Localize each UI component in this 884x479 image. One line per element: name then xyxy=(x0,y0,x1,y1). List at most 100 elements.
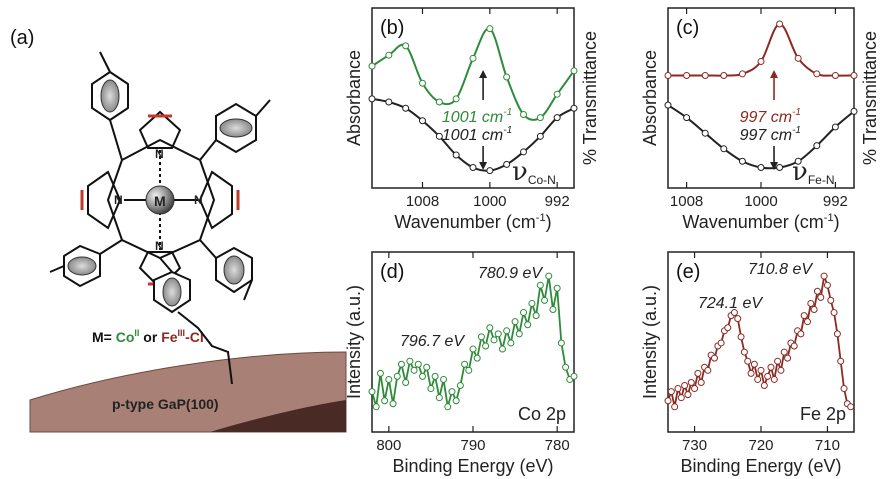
xps-spectrum-point xyxy=(760,382,768,390)
xps-spectrum-point xyxy=(456,382,464,390)
series-0-peak-sup: -1 xyxy=(503,107,512,118)
xps-spectrum-point xyxy=(804,318,811,326)
xps-spectrum-point xyxy=(440,375,448,383)
x-tick-label: 1008 xyxy=(670,193,703,210)
xps-spectrum-point xyxy=(817,293,825,301)
series-1-point xyxy=(720,145,728,153)
xps-spectrum-point xyxy=(557,339,565,347)
series-0-point xyxy=(536,114,544,122)
xps-spectrum-point xyxy=(503,327,511,335)
xps-spectrum-point xyxy=(528,299,536,307)
series-1-point xyxy=(536,132,544,140)
series-0-point xyxy=(850,71,858,79)
series-0-point xyxy=(402,42,410,50)
xps-spectrum-point xyxy=(810,306,818,314)
xps-spectrum-point xyxy=(427,385,435,393)
metal-legend: M= CoII or FeIII-Cl xyxy=(92,328,204,345)
xps-spectrum-point xyxy=(674,385,682,393)
xps-spectrum-point xyxy=(684,391,692,399)
xps-spectrum-point xyxy=(687,378,695,386)
series-1-point xyxy=(452,151,460,159)
xps-spectrum-point xyxy=(704,366,712,374)
series-1-peak-label: 1001 cm-1 xyxy=(442,125,512,144)
series-1-point xyxy=(520,148,527,156)
xps-spectrum-point xyxy=(724,324,732,332)
xps-spectrum-point xyxy=(562,363,570,371)
series-0-point xyxy=(385,51,393,59)
series-1-point xyxy=(664,101,672,109)
gap-substrate: p-type GaP(100) xyxy=(29,351,347,433)
series-1-point xyxy=(419,117,426,125)
xps-spectrum-point xyxy=(494,330,502,338)
down-arrow-head xyxy=(479,162,488,170)
xps-spectrum-point xyxy=(532,312,540,320)
xps-spectrum-point xyxy=(477,333,485,341)
xps-spectrum-point xyxy=(671,403,679,411)
x-tick-label: 992 xyxy=(545,193,570,210)
co-label: Co xyxy=(116,329,135,345)
series-0-point xyxy=(720,71,728,79)
alkyl-linker xyxy=(177,311,233,385)
y-axis-label-left: Absorbance xyxy=(344,50,364,146)
xps-spectrum-point xyxy=(419,372,426,380)
series-1-point xyxy=(850,107,858,115)
x-axis-label-sup: -1 xyxy=(824,212,834,224)
series-0-point xyxy=(831,71,839,79)
series-0-point xyxy=(520,110,527,118)
panel-letter: (b) xyxy=(380,17,404,39)
x-axis-label-main: Wavenumber (cm xyxy=(682,212,823,232)
series-1-peak-value: 1001 cm xyxy=(442,127,503,144)
vibration-mode-label: νFe-N xyxy=(792,157,834,187)
xps-spectrum-point xyxy=(677,394,685,402)
xps-spectrum-point xyxy=(800,312,808,320)
series-1-point xyxy=(794,157,802,165)
peak-label-0: 780.9 eV xyxy=(478,265,543,282)
xps-spectrum-point xyxy=(448,388,456,396)
xps-spectrum-point xyxy=(754,375,762,383)
xps-spectrum-point xyxy=(389,400,397,408)
series-0-point xyxy=(486,25,494,33)
xps-spectrum-point xyxy=(737,333,745,341)
tolyl-top-right xyxy=(199,99,271,161)
metal-center xyxy=(145,185,175,215)
tolyl-top-left xyxy=(91,51,129,161)
vibration-nu: ν xyxy=(512,157,528,187)
series-0-point xyxy=(368,62,376,70)
xps-spectrum-point xyxy=(376,369,384,377)
x-tick-label: 790 xyxy=(460,437,485,454)
xps-spectrum-point xyxy=(507,339,515,347)
series-0-point xyxy=(469,54,477,62)
xps-spectrum-point xyxy=(397,360,405,368)
xps-spectrum-point xyxy=(770,375,778,383)
xps-spectrum-point xyxy=(740,348,748,356)
xps-spectrum-point xyxy=(774,357,782,365)
x-axis-label-close: ) xyxy=(546,212,552,232)
xps-spectrum-point xyxy=(469,345,477,353)
nitrogen-labels: N N N N xyxy=(114,147,203,253)
peak-label-0: 710.8 eV xyxy=(748,261,813,278)
xps-spectrum-point xyxy=(664,397,672,405)
up-arrow-head xyxy=(770,70,779,78)
xps-spectrum-point xyxy=(524,321,532,329)
series-0-point xyxy=(738,70,746,78)
x-axis-label: Binding Energy (eV) xyxy=(392,456,553,476)
series-0-point xyxy=(664,71,672,79)
vibration-subscript: Fe-N xyxy=(808,173,835,187)
xps-spectrum-point xyxy=(847,403,855,411)
x-tick-label: 710 xyxy=(815,437,840,454)
xps-spectrum-point xyxy=(691,385,699,393)
xps-spectrum-point xyxy=(368,388,376,396)
xps-spectrum-point xyxy=(667,388,675,396)
chart-e-xps-fe: 730 720 710 710.8 eV 724.1 eV Fe 2p (e) Intensi… xyxy=(640,251,855,476)
y-axis-label: Intensity (a.u.) xyxy=(640,285,660,399)
x-axis-label-main: Wavenumber (cm xyxy=(394,212,535,232)
corner-label: Co 2p xyxy=(518,404,566,424)
xps-spectrum-point xyxy=(452,397,460,405)
xps-spectrum-point xyxy=(777,366,785,374)
xps-spectrum-point xyxy=(784,354,792,362)
xps-spectrum-point xyxy=(410,366,418,374)
series-1-point xyxy=(813,142,821,150)
series-1-point xyxy=(683,114,691,122)
